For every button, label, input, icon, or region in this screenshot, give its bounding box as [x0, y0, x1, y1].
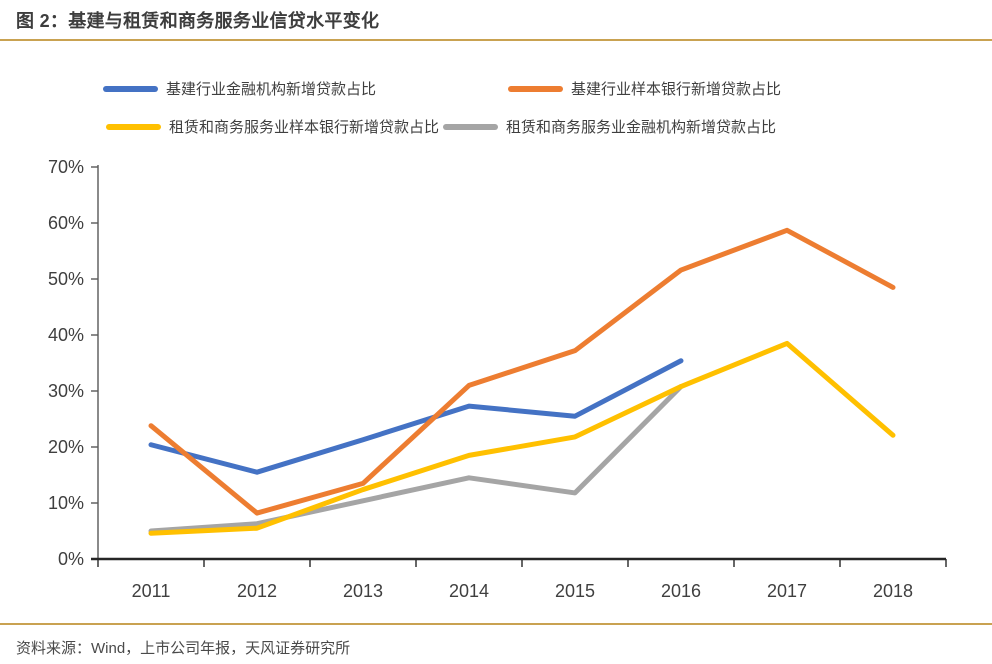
series-line-infra-sample-banks: [148, 227, 896, 516]
title-divider: [0, 39, 992, 41]
page-title: 图 2：基建与租赁和商务服务业信贷水平变化: [16, 11, 380, 31]
y-axis-label: 20%: [48, 437, 84, 457]
y-axis-label: 70%: [48, 157, 84, 177]
series-line-leasing-sample-banks: [148, 340, 896, 536]
y-axis-label: 50%: [48, 269, 84, 289]
footer-divider: [0, 623, 992, 625]
y-axis-label: 30%: [48, 381, 84, 401]
legend-label: 租赁和商务服务业金融机构新增贷款占比: [506, 119, 777, 136]
y-axis-label: 60%: [48, 213, 84, 233]
x-axis-label: 2012: [237, 581, 277, 601]
source-note: 资料来源：Wind，上市公司年报，天风证券研究所: [16, 640, 351, 657]
x-axis-label: 2011: [132, 581, 171, 601]
legend-swatch-blue: [103, 85, 158, 92]
legend-item-leasing-financial-institutions: 租赁和商务服务业金融机构新增贷款占比: [443, 116, 776, 137]
legend-row-2: 租赁和商务服务业样本银行新增贷款占比 租赁和商务服务业金融机构新增贷款占比: [0, 116, 992, 137]
line-chart: 0% 10% 20% 30% 40% 50% 60% 70% 2011 2012 2013 2014 2…: [48, 157, 947, 601]
x-axis-label: 2013: [343, 581, 383, 601]
x-axis-label: 2017: [767, 581, 807, 601]
series-line-infra-financial-institutions: [148, 358, 684, 475]
legend-label: 基建行业金融机构新增贷款占比: [166, 81, 377, 98]
legend-item-leasing-sample-banks: 租赁和商务服务业样本银行新增贷款占比: [106, 116, 439, 137]
series-line-leasing-financial-institutions: [148, 384, 684, 534]
legend-swatch-gray: [443, 123, 499, 130]
chart-legend: 基建行业金融机构新增贷款占比 基建行业样本银行新增贷款占比 租赁和商务服务业样本…: [0, 76, 992, 137]
x-axis-label: 2014: [449, 581, 489, 601]
y-axis-label: 0%: [58, 549, 84, 569]
y-axis-label: 40%: [48, 325, 84, 345]
x-axis-label: 2018: [873, 581, 913, 601]
legend-label: 基建行业样本银行新增贷款占比: [571, 81, 782, 98]
legend-item-infra-financial-institutions: 基建行业金融机构新增贷款占比: [103, 78, 376, 99]
legend-item-infra-sample-banks: 基建行业样本银行新增贷款占比: [508, 78, 781, 99]
legend-swatch-orange: [508, 85, 563, 92]
legend-swatch-yellow: [106, 123, 161, 130]
legend-label: 租赁和商务服务业样本银行新增贷款占比: [169, 119, 440, 136]
legend-row-1: 基建行业金融机构新增贷款占比 基建行业样本银行新增贷款占比: [0, 76, 992, 102]
x-axis-label: 2016: [661, 581, 701, 601]
y-axis-label: 10%: [48, 493, 84, 513]
x-axis-label: 2015: [555, 581, 595, 601]
